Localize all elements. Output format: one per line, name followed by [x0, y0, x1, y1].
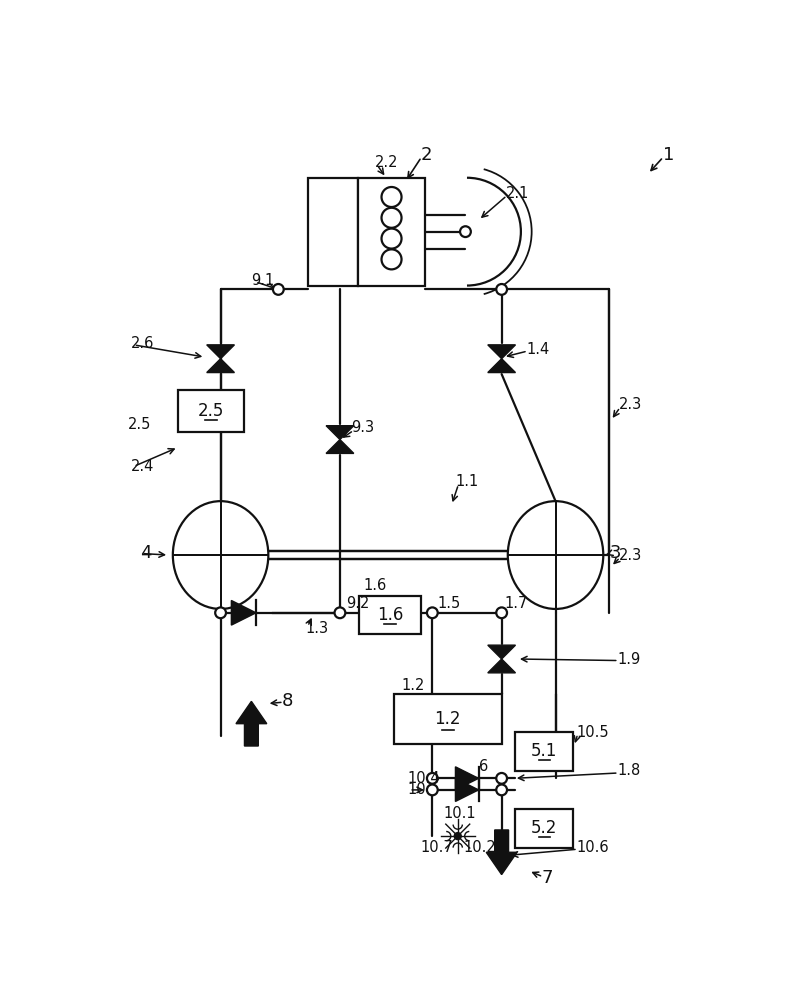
Text: 1.9: 1.9: [617, 652, 641, 666]
Text: 2.5: 2.5: [128, 417, 152, 432]
Bar: [178, 389, 244, 432]
Circle shape: [215, 607, 226, 618]
Bar: [515, 809, 573, 848]
Text: 3: 3: [610, 544, 621, 562]
Text: 10.1: 10.1: [444, 806, 476, 820]
Polygon shape: [456, 767, 479, 790]
Bar: [307, 178, 357, 286]
Text: 1.2: 1.2: [434, 710, 461, 728]
Circle shape: [381, 229, 402, 249]
Circle shape: [427, 607, 437, 618]
Text: 10.6: 10.6: [576, 840, 609, 855]
Polygon shape: [488, 659, 515, 673]
Text: 5.2: 5.2: [531, 819, 557, 837]
Text: 9.3: 9.3: [352, 420, 375, 436]
Text: 1: 1: [663, 146, 675, 164]
Text: 10.7: 10.7: [421, 840, 453, 855]
Bar: [359, 596, 421, 634]
Circle shape: [496, 773, 507, 784]
Text: 2.3: 2.3: [619, 548, 642, 563]
Circle shape: [381, 187, 402, 207]
Circle shape: [496, 785, 507, 795]
Text: 1.7: 1.7: [505, 596, 528, 611]
Circle shape: [381, 208, 402, 228]
Circle shape: [455, 833, 461, 839]
Circle shape: [496, 850, 507, 861]
Text: 2.4: 2.4: [130, 459, 154, 474]
Text: 1.6: 1.6: [363, 578, 387, 593]
Polygon shape: [326, 426, 354, 440]
Polygon shape: [456, 778, 479, 801]
Text: 1.2: 1.2: [402, 678, 425, 693]
Polygon shape: [486, 830, 517, 875]
Text: 1.8: 1.8: [617, 763, 641, 778]
Text: 2.2: 2.2: [375, 155, 398, 170]
Circle shape: [334, 607, 345, 618]
Bar: [357, 178, 426, 286]
Polygon shape: [206, 345, 234, 359]
Circle shape: [273, 284, 283, 295]
Bar: [394, 694, 502, 744]
Polygon shape: [488, 359, 515, 373]
Circle shape: [460, 226, 471, 237]
Circle shape: [427, 773, 437, 784]
Ellipse shape: [173, 501, 268, 609]
Text: 1.5: 1.5: [437, 596, 461, 611]
Text: 6: 6: [479, 759, 488, 774]
Polygon shape: [326, 440, 354, 453]
Bar: [515, 732, 573, 771]
Text: 2.6: 2.6: [130, 336, 154, 351]
Circle shape: [496, 607, 507, 618]
Ellipse shape: [508, 501, 603, 609]
Polygon shape: [231, 600, 256, 625]
Text: 1.3: 1.3: [305, 621, 329, 636]
Text: 2.3: 2.3: [619, 397, 642, 412]
Text: 10.5: 10.5: [576, 725, 609, 740]
Text: 7: 7: [542, 869, 553, 887]
Polygon shape: [488, 645, 515, 659]
Text: 5.1: 5.1: [531, 742, 557, 760]
Text: 1.6: 1.6: [377, 606, 403, 624]
Text: 10.2: 10.2: [463, 840, 496, 855]
Text: 8: 8: [282, 692, 294, 710]
Circle shape: [496, 284, 507, 295]
Circle shape: [381, 249, 402, 269]
Text: 2.5: 2.5: [198, 402, 224, 420]
Polygon shape: [206, 359, 234, 373]
Text: 10.4: 10.4: [407, 771, 441, 786]
Text: 2: 2: [421, 146, 432, 164]
Text: 1.4: 1.4: [526, 342, 549, 357]
Text: 9.1: 9.1: [252, 273, 275, 288]
Circle shape: [427, 785, 437, 795]
Text: 2.1: 2.1: [506, 186, 529, 201]
Text: 10: 10: [407, 782, 426, 797]
Text: 4: 4: [140, 544, 151, 562]
Polygon shape: [488, 345, 515, 359]
Text: 9.2: 9.2: [346, 596, 369, 611]
Polygon shape: [236, 701, 267, 746]
Text: 1.1: 1.1: [456, 474, 479, 489]
